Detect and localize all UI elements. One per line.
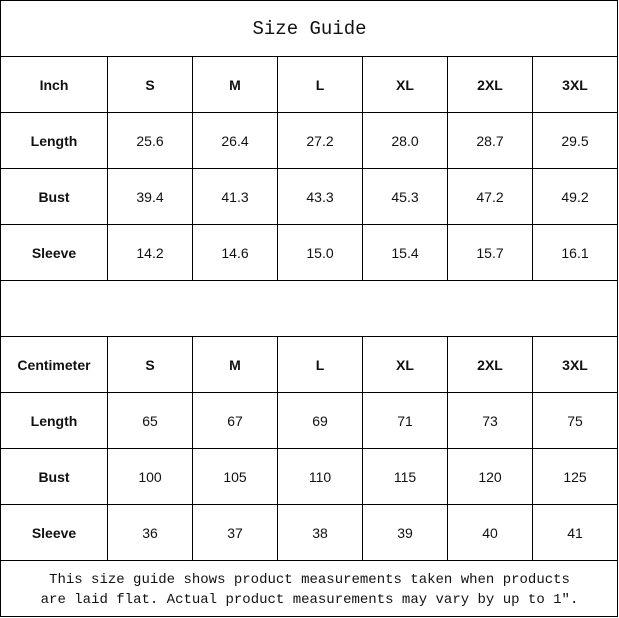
measurement-cell: 65 — [142, 412, 158, 429]
measurement-cell: 41 — [567, 524, 583, 541]
measurement-cell: 28.0 — [391, 132, 419, 149]
column-divider — [107, 56, 108, 280]
column-divider — [192, 336, 193, 560]
size-header: L — [315, 76, 325, 93]
measurement-cell: 110 — [308, 468, 332, 485]
size-header: 2XL — [477, 356, 503, 373]
measurement-cell: 100 — [138, 468, 162, 485]
column-divider — [107, 336, 108, 560]
row-divider — [1, 448, 618, 449]
row-divider — [1, 56, 618, 57]
row-label: Bust — [38, 188, 70, 205]
size-header: S — [145, 356, 155, 373]
measurement-cell: 75 — [567, 412, 583, 429]
size-header: 3XL — [562, 76, 588, 93]
measurement-cell: 45.3 — [391, 188, 419, 205]
column-divider — [362, 336, 363, 560]
measurement-cell: 125 — [563, 468, 587, 485]
size-header: 2XL — [477, 76, 503, 93]
measurement-cell: 47.2 — [476, 188, 504, 205]
measurement-cell: 105 — [223, 468, 247, 485]
measurement-cell: 37 — [227, 524, 243, 541]
measurement-cell: 38 — [312, 524, 328, 541]
measurement-cell: 26.4 — [221, 132, 249, 149]
row-divider — [1, 224, 618, 225]
row-divider — [1, 280, 618, 281]
measurement-cell: 40 — [482, 524, 498, 541]
row-divider — [1, 336, 618, 337]
column-divider — [532, 336, 533, 560]
row-label: Length — [30, 412, 78, 429]
size-header: M — [229, 356, 241, 373]
unit-header: Centimeter — [17, 356, 91, 373]
measurement-cell: 41.3 — [221, 188, 249, 205]
measurement-cell: 28.7 — [476, 132, 504, 149]
measurement-cell: 27.2 — [306, 132, 334, 149]
row-divider — [1, 504, 618, 505]
size-header: S — [145, 76, 155, 93]
measurement-cell: 15.7 — [476, 244, 504, 261]
column-divider — [277, 56, 278, 280]
measurement-cell: 14.2 — [136, 244, 164, 261]
row-label: Sleeve — [31, 244, 77, 261]
column-divider — [192, 56, 193, 280]
measurement-cell: 67 — [227, 412, 243, 429]
measurement-cell: 16.1 — [561, 244, 589, 261]
page-title: Size Guide — [252, 18, 367, 40]
measurement-cell: 15.4 — [391, 244, 419, 261]
size-header: M — [229, 76, 241, 93]
measurement-cell: 120 — [478, 468, 502, 485]
size-header: XL — [396, 356, 414, 373]
column-divider — [362, 56, 363, 280]
row-label: Bust — [38, 468, 70, 485]
row-divider — [1, 392, 618, 393]
size-header: L — [315, 356, 325, 373]
measurement-note: This size guide shows product measuremen… — [1, 562, 618, 618]
measurement-cell: 49.2 — [561, 188, 589, 205]
measurement-cell: 29.5 — [561, 132, 589, 149]
row-divider — [1, 560, 618, 561]
measurement-cell: 36 — [142, 524, 158, 541]
measurement-cell: 71 — [397, 412, 413, 429]
row-label: Sleeve — [31, 524, 77, 541]
measurement-cell: 15.0 — [306, 244, 334, 261]
row-divider — [1, 112, 618, 113]
note-line-2: are laid flat. Actual product measuremen… — [40, 592, 579, 608]
measurement-cell: 14.6 — [221, 244, 249, 261]
measurement-cell: 73 — [482, 412, 498, 429]
measurement-cell: 25.6 — [136, 132, 164, 149]
measurement-cell: 43.3 — [306, 188, 334, 205]
measurement-cell: 69 — [312, 412, 328, 429]
size-header: XL — [396, 76, 414, 93]
measurement-cell: 39 — [397, 524, 413, 541]
column-divider — [447, 336, 448, 560]
measurement-cell: 115 — [393, 468, 417, 485]
row-label: Length — [30, 132, 78, 149]
unit-header: Inch — [39, 76, 69, 93]
size-header: 3XL — [562, 356, 588, 373]
row-divider — [1, 168, 618, 169]
column-divider — [277, 336, 278, 560]
measurement-cell: 39.4 — [136, 188, 164, 205]
column-divider — [447, 56, 448, 280]
column-divider — [532, 56, 533, 280]
note-line-1: This size guide shows product measuremen… — [49, 572, 570, 588]
